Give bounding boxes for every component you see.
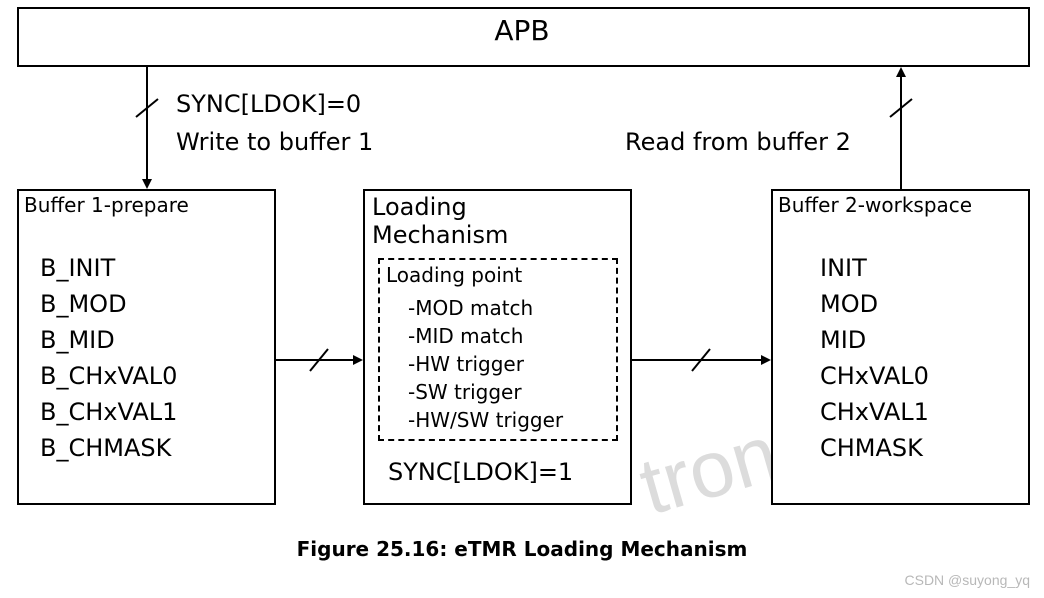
arrows-layer [0, 0, 1044, 598]
diagram-stage: tronics APB Buffer 1-prepare B_INIT B_MO… [0, 0, 1044, 598]
